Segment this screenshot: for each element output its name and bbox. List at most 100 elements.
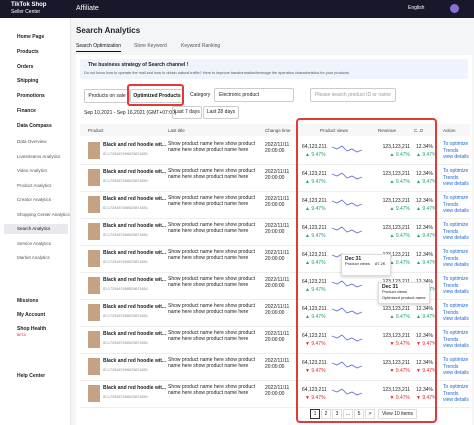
- language[interactable]: English: [408, 5, 425, 11]
- action-link[interactable]: view details: [443, 370, 469, 376]
- tab[interactable]: Search Optimization: [76, 43, 122, 52]
- tab[interactable]: Keyword Ranking: [181, 43, 221, 49]
- nav-item[interactable]: Missions: [17, 298, 39, 304]
- action-link[interactable]: view details: [443, 181, 469, 187]
- product-id: ID:1729487698529874851: [103, 287, 148, 291]
- date-preset[interactable]: Last 7 days: [172, 106, 202, 119]
- change-time: 2022/11/11 20:00:00: [265, 358, 290, 370]
- rate: 12.34%: [416, 360, 433, 366]
- action-link[interactable]: view details: [443, 154, 469, 160]
- nav-sub-item[interactable]: Market Analytics: [17, 255, 50, 260]
- filter-tab[interactable]: Products on sale: [84, 89, 130, 103]
- date-preset[interactable]: Last 28 days: [203, 106, 239, 119]
- action-link[interactable]: view details: [443, 235, 469, 241]
- column-header: Product views: [320, 128, 349, 133]
- product-name[interactable]: Black and red hoodie wit...: [103, 196, 167, 202]
- product-image: [88, 169, 100, 186]
- product-image: [88, 331, 100, 348]
- product-name[interactable]: Black and red hoodie wit...: [103, 223, 167, 229]
- action-link[interactable]: view details: [443, 208, 469, 214]
- nav-item[interactable]: Finance: [17, 108, 36, 114]
- column-header: Product: [88, 128, 104, 133]
- page-button[interactable]: ...: [343, 409, 353, 419]
- search-box[interactable]: Please search product ID or name: [310, 88, 396, 102]
- action-link[interactable]: To optimize: [443, 330, 469, 336]
- page-button[interactable]: >: [365, 409, 375, 419]
- action-link[interactable]: Trends: [443, 390, 459, 397]
- action-link[interactable]: Trends: [443, 336, 459, 343]
- action-link[interactable]: Trends: [443, 363, 459, 370]
- action-link[interactable]: view details: [443, 343, 469, 349]
- revenue-change: ▲ 9.47%: [389, 233, 410, 239]
- nav-item[interactable]: Help Center: [17, 373, 46, 379]
- product-id: ID:1729487698529874851: [103, 368, 148, 372]
- nav-item[interactable]: Data Compass: [17, 122, 52, 129]
- page-button[interactable]: 5: [354, 409, 364, 419]
- nav-sub-item[interactable]: Creator Analytics: [17, 197, 52, 202]
- action-link[interactable]: view details: [443, 397, 469, 403]
- action-link[interactable]: To optimize: [443, 303, 469, 309]
- rate-change: ▼ 9.47%: [416, 395, 437, 401]
- nav-item[interactable]: My Account: [17, 312, 46, 318]
- nav-item[interactable]: Products: [17, 48, 39, 55]
- product-name[interactable]: Black and red hoodie wit...: [103, 277, 167, 283]
- product-name[interactable]: Black and red hoodie wit...: [103, 169, 167, 175]
- nav-item[interactable]: Home Page: [17, 34, 45, 40]
- action-link[interactable]: Trends: [443, 228, 459, 235]
- action-link[interactable]: view details: [443, 262, 469, 268]
- product-name[interactable]: Black and red hoodie wit...: [103, 331, 167, 337]
- action-link[interactable]: view details: [443, 289, 469, 295]
- action-link[interactable]: Trends: [443, 309, 459, 316]
- nav-sub-item[interactable]: Livestreams Analytics: [17, 153, 61, 159]
- nav-sub-item[interactable]: Service Analytics: [17, 240, 52, 246]
- product-name[interactable]: Black and red hoodie wit...: [103, 142, 167, 148]
- product-id: ID:1729487698529874851: [103, 152, 148, 156]
- product-name[interactable]: Black and red hoodie wit...: [103, 385, 167, 391]
- product-name[interactable]: Black and red hoodie wit...: [103, 358, 167, 364]
- nav-sub-item[interactable]: Search Analytics: [17, 226, 51, 231]
- product-name[interactable]: Black and red hoodie wit...: [103, 250, 167, 256]
- sparkline-path: [332, 145, 362, 153]
- action-link[interactable]: To optimize: [443, 357, 469, 363]
- action-link[interactable]: Trends: [443, 282, 459, 289]
- page-button[interactable]: 1: [310, 409, 320, 419]
- page-title: Search Analytics: [76, 26, 141, 35]
- tooltip-date: Dec 31: [345, 256, 362, 262]
- nav-sub-item[interactable]: Product Analytics: [17, 182, 52, 188]
- nav-item[interactable]: Shipping: [17, 78, 39, 85]
- date-range[interactable]: Sep 10,2021 - Sep 16,2021 (GMT+07:00): [84, 110, 177, 116]
- nav-item[interactable]: Promotions: [17, 93, 45, 100]
- action-link[interactable]: Trends: [443, 174, 459, 181]
- page-size[interactable]: View 10 items: [378, 409, 418, 419]
- page-button[interactable]: 2: [321, 409, 331, 419]
- views-change: ▲ 9.47%: [305, 179, 326, 185]
- category-select[interactable]: Electronic product: [214, 88, 294, 102]
- tab[interactable]: Store Keyword: [134, 43, 167, 49]
- rate: 12.34%: [416, 333, 433, 339]
- action-link[interactable]: To optimize: [443, 249, 469, 255]
- nav-item[interactable]: Orders: [17, 63, 34, 70]
- row-divider: [80, 353, 470, 354]
- action-link[interactable]: view details: [443, 316, 469, 322]
- nav-sub-item[interactable]: Data Overview: [17, 139, 47, 144]
- action-link[interactable]: To optimize: [443, 141, 469, 147]
- column-header: Last title: [168, 128, 185, 133]
- action-link[interactable]: Trends: [443, 147, 459, 154]
- product-name[interactable]: Black and red hoodie wit...: [103, 304, 167, 310]
- product-id: ID:1729487698529874851: [103, 341, 148, 345]
- action-link[interactable]: To optimize: [443, 168, 469, 174]
- nav-sub-item[interactable]: Video Analytics: [17, 168, 48, 173]
- page-button[interactable]: 3: [332, 409, 342, 419]
- last-title: Show product name here show product name…: [168, 168, 255, 180]
- action-link[interactable]: To optimize: [443, 384, 469, 390]
- action-link[interactable]: To optimize: [443, 222, 469, 228]
- rate: 12.34%: [416, 252, 433, 258]
- action-link[interactable]: To optimize: [443, 276, 469, 282]
- nav-item[interactable]: Shop Health: [17, 326, 47, 332]
- action-link[interactable]: Trends: [443, 201, 459, 208]
- nav-sub-item[interactable]: Shopping Center Analytics: [17, 211, 70, 217]
- action-link[interactable]: To optimize: [443, 195, 469, 201]
- brand: TikTok Shop: [11, 2, 47, 8]
- sparkline: [332, 361, 362, 369]
- action-link[interactable]: Trends: [443, 255, 459, 262]
